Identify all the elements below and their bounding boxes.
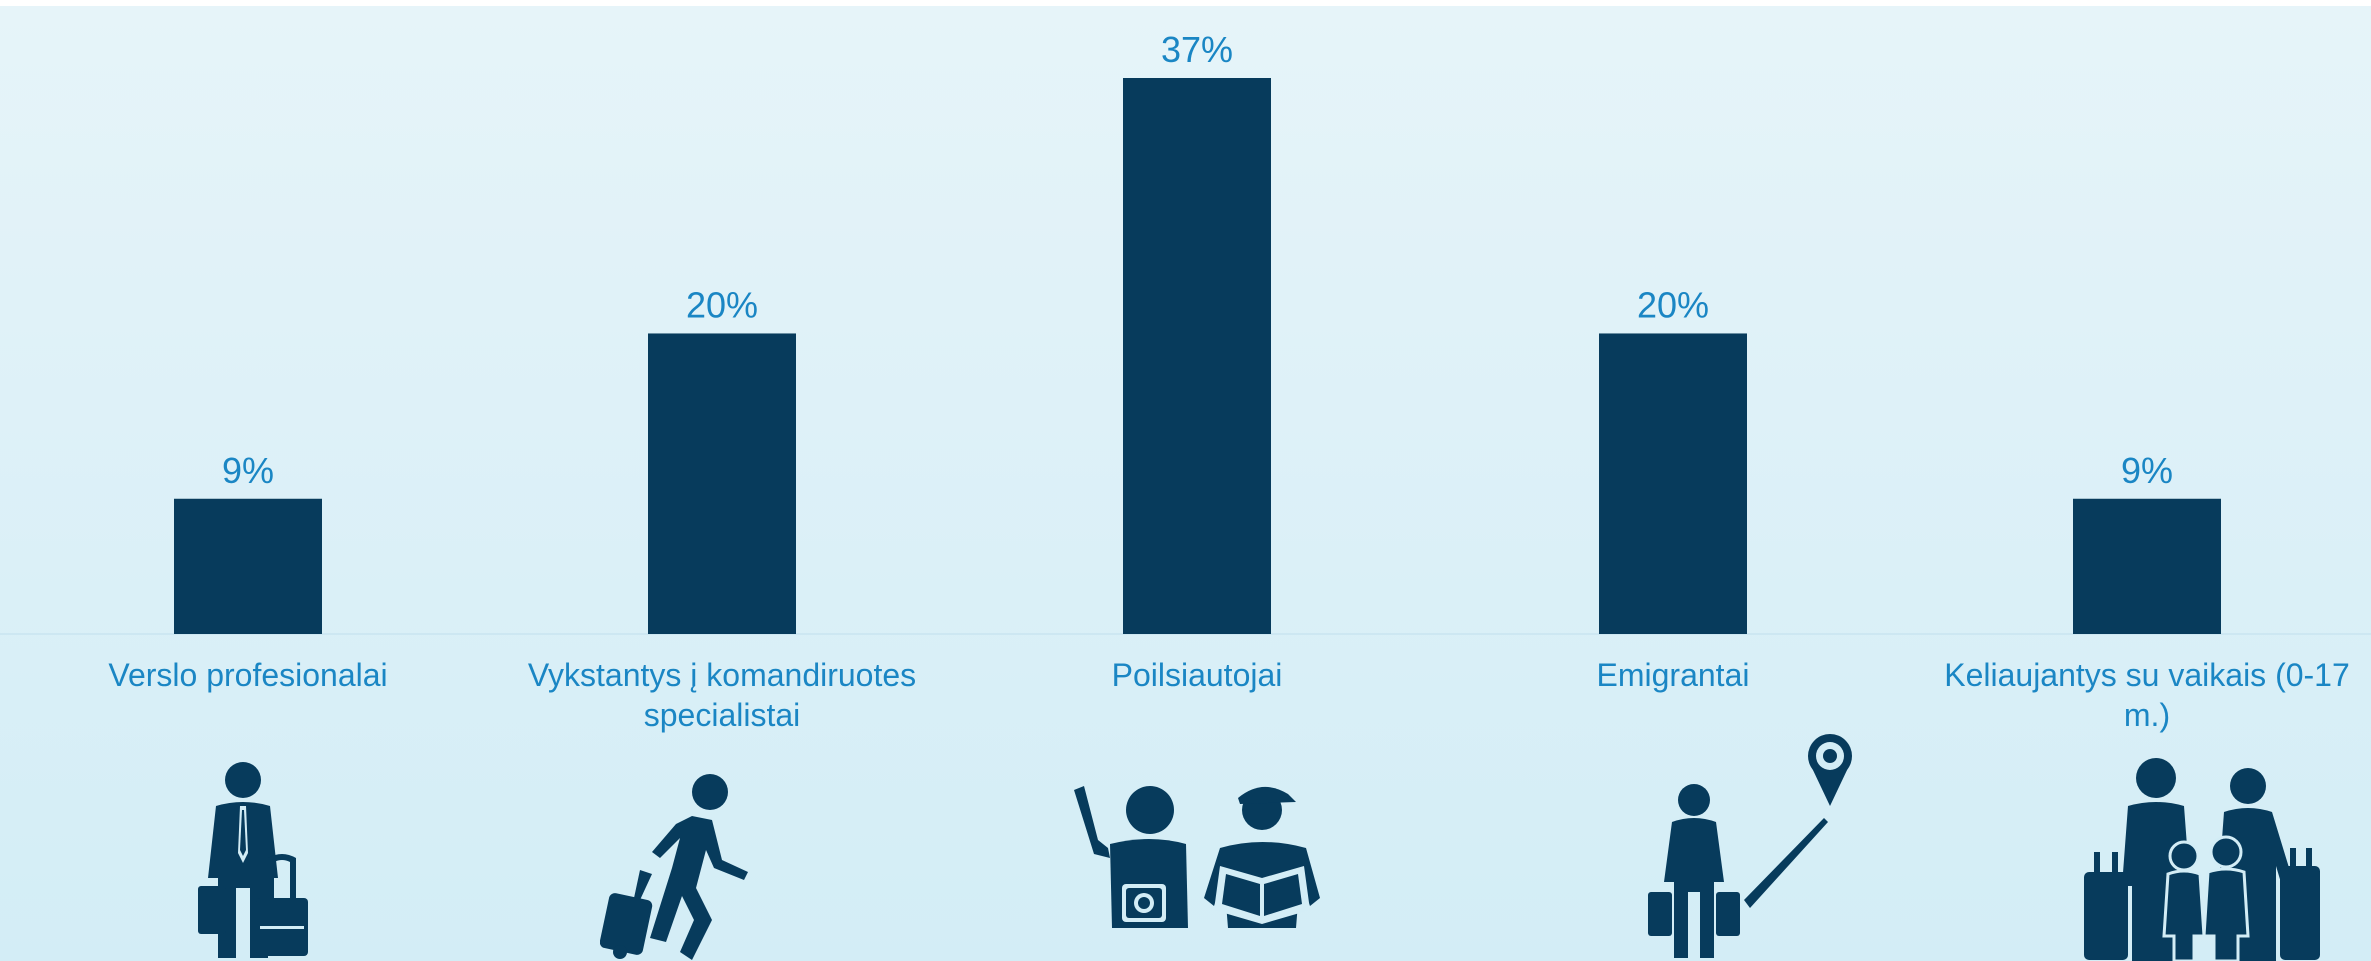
walking-traveler-icon [600,774,748,960]
data-label-1: 9% [222,450,274,491]
data-label-4: 20% [1637,284,1709,325]
bar-5 [2073,498,2221,634]
business-traveler-icon [198,762,308,958]
data-label-2: 20% [686,284,758,325]
data-label-5: 9% [2121,450,2173,491]
category-label-5: Keliaujantys su vaikais (0-17 m.) [1944,657,2350,733]
category-label-3: Poilsiautojai [1111,657,1283,693]
emigrant-icon [1648,734,1852,958]
bar-1 [174,498,322,634]
bar-4 [1599,333,1747,634]
top-strip [0,0,2371,6]
category-label-1: Verslo profesionalai [108,657,388,693]
category-label-2: Vykstantys į komandiruotes specialistai [527,657,917,733]
bar-2 [648,333,796,634]
bar-3 [1123,78,1271,634]
tourists-icon [1074,786,1320,928]
category-label-4: Emigrantai [1596,657,1750,693]
data-label-3: 37% [1161,29,1233,70]
family-travel-icon [2084,758,2320,961]
